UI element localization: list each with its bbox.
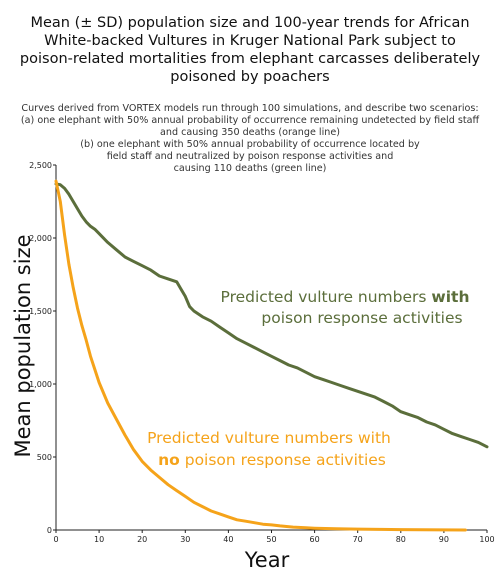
x-tick-label: 0 (53, 535, 58, 544)
chart-subtitle-line: Curves derived from VORTEX models run th… (21, 103, 479, 114)
x-tick-label: 20 (137, 535, 147, 544)
chart-title-line: poisoned by poachers (170, 69, 330, 85)
series-line-no-response (54, 179, 467, 532)
x-tick-label: 90 (439, 535, 449, 544)
with-response-annotation-line2: poison response activities (261, 309, 462, 327)
no-response-annotation: Predicted vulture numbers with (147, 429, 391, 447)
chart-subtitle-line: (b) one elephant with 50% annual probabi… (80, 139, 420, 150)
chart-subtitle-line: causing 110 deaths (green line) (173, 163, 327, 174)
x-tick-label: 80 (396, 535, 406, 544)
x-tick-label: 10 (94, 535, 104, 544)
y-tick-label: 2,500 (29, 161, 52, 170)
with-response-annotation: Predicted vulture numbers with (221, 288, 470, 306)
y-tick-label: 2,000 (29, 234, 52, 243)
no-response-annotation-line2: no poison response activities (158, 451, 386, 469)
chart-subtitle-line: field staff and neutralized by poison re… (106, 151, 394, 162)
x-tick-label: 60 (310, 535, 320, 544)
x-tick-label: 70 (353, 535, 363, 544)
chart-subtitle-line: and causing 350 deaths (orange line) (160, 127, 340, 138)
chart-title-line: White-backed Vultures in Kruger National… (44, 33, 456, 49)
y-tick-label: 0 (47, 526, 52, 535)
x-tick-label: 100 (479, 535, 494, 544)
chart-series (54, 179, 489, 532)
series-line-with-response (54, 182, 489, 449)
no-response-annotation-text: poison response activities (180, 451, 386, 469)
y-tick-label: 1,000 (29, 380, 52, 389)
chart-title-line: poison-related mortalities from elephant… (19, 51, 481, 67)
y-tick-label: 1,500 (29, 307, 52, 316)
with-response-annotation-text: Predicted vulture numbers (221, 288, 432, 306)
no-response-annotation-bold: no (158, 451, 180, 469)
with-response-annotation-bold: with (431, 288, 469, 306)
chart-title-line: Mean (± SD) population size and 100-year… (30, 15, 470, 31)
x-axis-title: Year (244, 548, 290, 572)
x-tick-label: 40 (223, 535, 233, 544)
chart-axes: 0 500 1,000 1,500 2,000 2,500 0 10 20 30 40 50 60 70 8… (29, 161, 495, 544)
x-tick-label: 30 (180, 535, 190, 544)
x-tick-label: 50 (266, 535, 276, 544)
chart-title: Mean (± SD) population size and 100-year… (10, 14, 490, 86)
y-tick-label: 500 (37, 453, 52, 462)
chart-subtitle: Curves derived from VORTEX models run th… (8, 103, 492, 175)
chart-subtitle-line: (a) one elephant with 50% annual probabi… (20, 115, 480, 126)
y-axis-title: Mean population size (11, 234, 35, 457)
